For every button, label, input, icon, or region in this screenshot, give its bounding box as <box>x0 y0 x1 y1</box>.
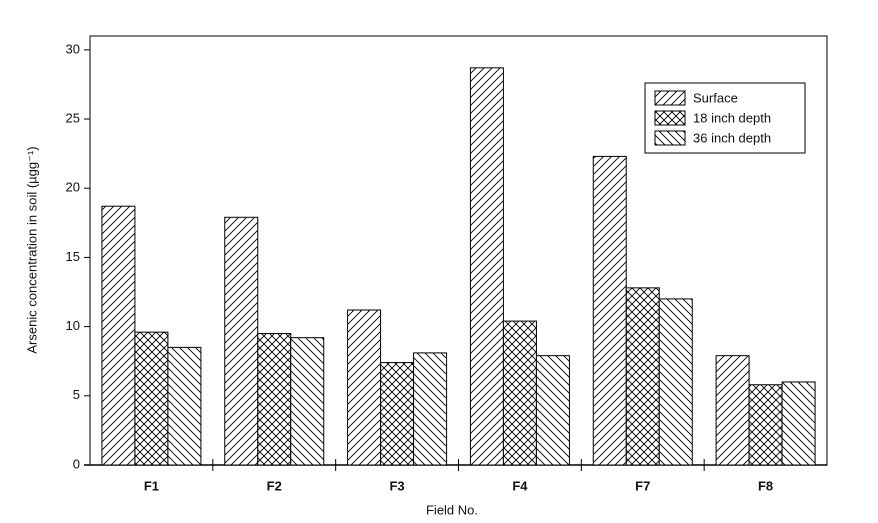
bar <box>347 309 382 466</box>
bar <box>625 287 660 466</box>
y-tick-label: 30 <box>66 41 80 56</box>
y-tick-label: 0 <box>73 456 80 471</box>
bar <box>748 384 783 466</box>
y-tick-label: 20 <box>66 180 80 195</box>
legend-swatch <box>654 90 686 106</box>
bar <box>592 155 627 466</box>
legend-swatch <box>654 130 686 146</box>
bar <box>658 298 693 466</box>
bar <box>290 337 325 466</box>
bar <box>224 216 259 466</box>
bar <box>502 320 537 466</box>
x-tick-label: F4 <box>512 478 528 493</box>
bar <box>469 67 504 466</box>
x-tick-label: F1 <box>144 478 159 493</box>
y-axis-label: Arsenic concentration in soil (µgg⁻¹) <box>24 146 39 353</box>
x-tick-label: F7 <box>635 478 650 493</box>
bar <box>535 355 570 466</box>
y-tick-label: 25 <box>66 110 80 125</box>
y-tick-label: 10 <box>66 318 80 333</box>
legend-label: 36 inch depth <box>693 130 771 145</box>
x-tick-label: F2 <box>267 478 282 493</box>
bar <box>101 205 136 466</box>
y-tick-label: 15 <box>66 249 80 264</box>
bar <box>715 355 750 466</box>
x-tick-label: F8 <box>758 478 773 493</box>
bar <box>134 331 169 466</box>
bar <box>413 352 448 466</box>
bar <box>781 381 816 466</box>
x-axis-label: Field No. <box>426 502 478 517</box>
legend-label: Surface <box>693 90 738 105</box>
legend-swatch <box>654 110 686 126</box>
bar <box>380 362 415 466</box>
x-tick-label: F3 <box>389 478 404 493</box>
bar <box>167 346 202 466</box>
bar <box>257 333 292 466</box>
y-tick-label: 5 <box>73 387 80 402</box>
legend-label: 18 inch depth <box>693 110 771 125</box>
